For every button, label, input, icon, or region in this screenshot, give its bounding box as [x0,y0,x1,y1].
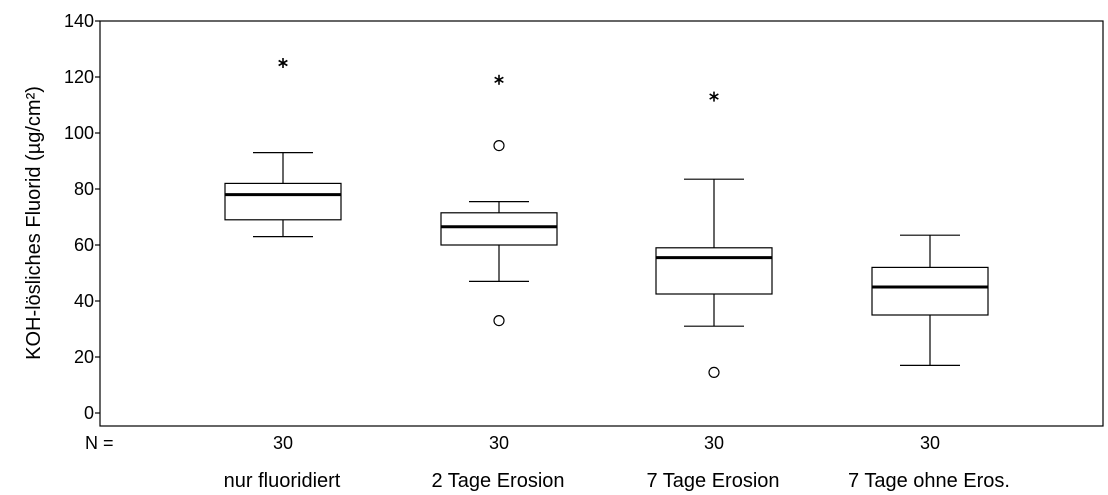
box [871,266,989,316]
outlier-point [708,366,720,378]
extreme-point [709,91,719,102]
category-label: 7 Tage ohne Eros. [848,470,1010,492]
category-label: 2 Tage Erosion [431,470,564,492]
box [224,182,342,221]
n-count-label: 30 [489,433,509,453]
y-tick-label: 60 [74,235,94,255]
y-tick-label: 40 [74,291,94,311]
asterisk-stroke [494,76,504,83]
box [655,247,773,295]
y-tick-label: 140 [64,11,94,31]
box [440,212,558,246]
n-count-label: 30 [273,433,293,453]
plot-frame [99,20,1104,427]
asterisk-stroke [709,93,719,100]
y-tick-label: 0 [84,403,94,423]
category-label: 7 Tage Erosion [646,470,779,492]
y-tick-label: 80 [74,179,94,199]
outlier-point [493,315,505,327]
asterisk-stroke [278,59,288,67]
outlier-point [493,140,505,152]
plot-area: 0 20 40 60 80 100 120 140 30 nur fluoridiert 30 2 T… [64,11,1104,492]
y-tick-label: 120 [64,67,94,87]
y-tick-label: 20 [74,347,94,367]
n-count-label: 30 [920,433,940,453]
y-axis-title: KOH-lösliches Fluorid (µg/cm²) [23,86,45,360]
n-count-label: 30 [704,433,724,453]
extreme-point [278,58,288,68]
n-equals-label: N = [85,433,114,453]
y-tick-label: 100 [64,123,94,143]
extreme-point [494,74,504,85]
category-label: nur fluoridiert [224,470,341,492]
